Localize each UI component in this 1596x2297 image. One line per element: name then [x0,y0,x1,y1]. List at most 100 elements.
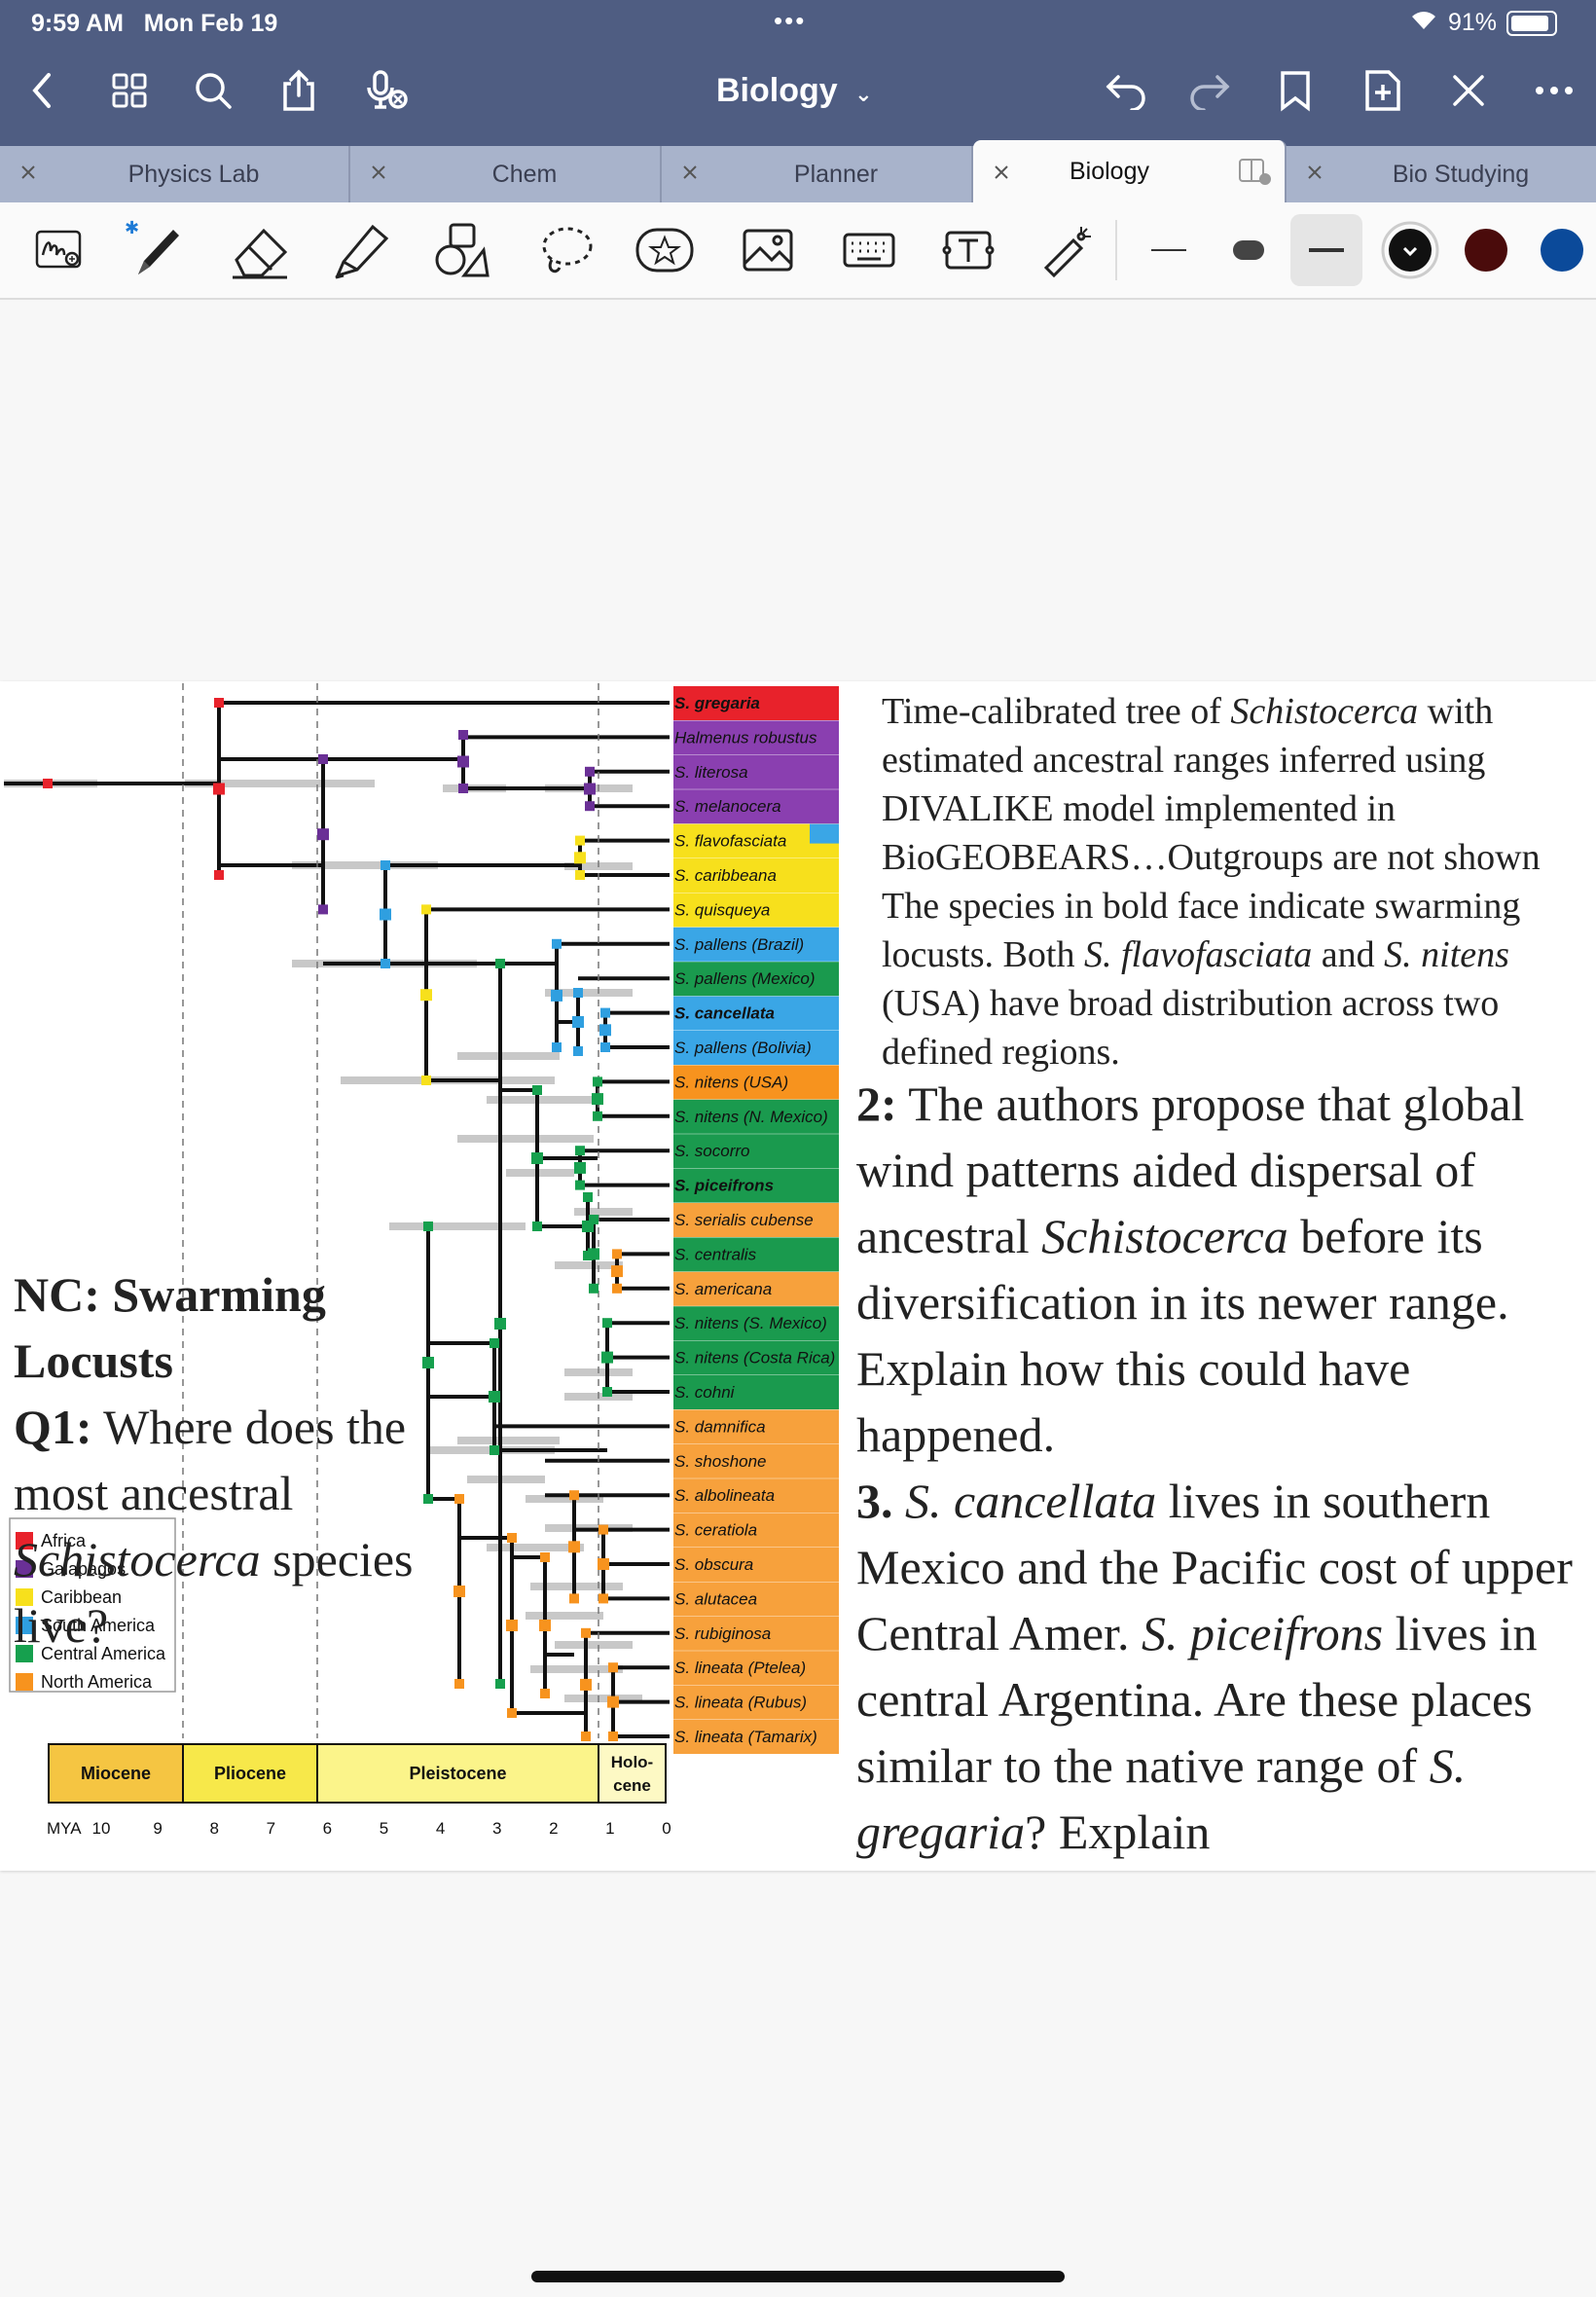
lasso-icon[interactable] [533,220,598,280]
node-marker [589,1283,598,1294]
caption-italic-taxon: S. flavofasciata [1083,934,1313,975]
species-label: S. cancellata [674,1004,775,1023]
bookmark-icon[interactable] [1271,66,1320,115]
node-marker [573,1046,583,1056]
axis-unit-label: MYA [47,1819,82,1838]
tab-biology[interactable]: Biology [973,140,1287,202]
wifi-icon [1409,8,1438,38]
stroke-thick-icon[interactable] [1216,220,1281,280]
search-icon[interactable] [189,66,237,115]
species-range-box [673,1306,839,1341]
tab-planner[interactable]: Planner [662,146,973,202]
node-marker [581,1627,591,1638]
node-marker [573,988,583,998]
node-marker [575,1180,585,1190]
close-tab-icon[interactable] [991,162,1012,183]
stroke-thin-icon[interactable] [1137,220,1201,280]
shapes-icon[interactable] [430,220,494,280]
pen-icon[interactable]: ✱ [125,218,189,280]
tab-chem[interactable]: Chem [350,146,662,202]
grid-view-icon[interactable] [105,66,154,115]
color-blue[interactable] [1530,220,1594,280]
question-2-note: 2: The authors propose that global wind … [856,1071,1596,1468]
laser-pointer-icon[interactable] [1035,220,1100,280]
caption-text: (USA) have broad distribution across two… [882,983,1500,1073]
species-label: S. piceifrons [674,1177,774,1195]
species-label: S. pallens (Brazil) [674,935,804,954]
image-icon[interactable] [736,220,800,280]
tab-physics-lab[interactable]: Physics Lab [0,146,350,202]
question-label: 3. [856,1474,893,1528]
species-range-box [673,1203,839,1237]
epoch-label: Pliocene [214,1764,286,1783]
species-label: S. lineata (Tamarix) [674,1728,817,1746]
node-marker [602,1387,612,1397]
species-label: S. quisqueya [674,900,770,919]
node-marker [574,1161,586,1174]
species-range-box [673,1651,839,1686]
stroke-medium-selected-icon[interactable] [1290,214,1362,286]
axis-tick-label: 3 [492,1819,501,1838]
close-tab-icon[interactable] [1304,162,1325,183]
axis-tick-label: 9 [153,1819,162,1838]
question-1-note: NC: Swarming Locusts Q1: Where does the … [14,1261,422,1659]
node-marker [507,1533,517,1543]
node-marker [532,1085,542,1095]
add-page-icon[interactable] [1359,66,1407,115]
microphone-off-icon[interactable] [362,66,411,115]
species-label: S. lineata (Ptelea) [674,1659,806,1677]
caption-text: with estimated ancestral ranges inferred… [882,691,1541,975]
age-uncertainty-bar [564,1695,642,1702]
text-box-icon[interactable] [936,220,1000,280]
age-uncertainty-bar [530,1665,623,1673]
clock: 9:59 AM [31,10,124,37]
legend-swatch [16,1532,33,1550]
species-range-box [673,1065,839,1100]
back-icon[interactable] [18,66,66,115]
node-marker [552,1042,562,1052]
node-marker [607,1695,619,1708]
redo-icon[interactable] [1185,66,1234,115]
species-label: S. caribbeana [674,866,777,885]
split-view-icon[interactable] [1238,158,1271,185]
epoch-block [182,1743,318,1804]
tab-bio-studying[interactable]: Bio Studying [1287,146,1596,202]
undo-icon[interactable] [1102,66,1150,115]
node-marker [381,959,390,968]
node-marker [572,1016,584,1028]
question-label: Q1: [14,1400,92,1454]
color-black-selected[interactable] [1376,216,1444,284]
close-tab-icon[interactable] [368,162,389,183]
home-indicator[interactable] [531,2271,1065,2282]
italic-taxon: S. cancellata [892,1474,1157,1528]
species-range-box [673,1582,839,1617]
legend-swatch [16,1645,33,1662]
keyboard-icon[interactable] [837,220,901,280]
species-label: S. damnifica [674,1417,766,1436]
axis-tick-label: 4 [436,1819,445,1838]
multitasking-dots-icon[interactable]: ••• [774,6,807,35]
species-label: S. gregaria [674,694,760,712]
node-marker [495,959,505,968]
age-uncertainty-bar [530,1583,623,1590]
handwriting-to-text-icon[interactable] [27,220,91,280]
node-marker [423,1221,433,1231]
node-marker [490,1445,499,1455]
more-options-icon[interactable] [1530,66,1578,115]
close-tab-icon[interactable] [679,162,701,183]
close-editor-icon[interactable] [1444,66,1493,115]
highlighter-icon[interactable] [329,220,393,280]
document-title-dropdown[interactable]: Biology ⌄ [716,72,873,110]
node-marker [507,1708,517,1718]
node-marker [552,938,562,949]
sticker-icon[interactable] [633,220,697,280]
node-marker [317,828,329,841]
species-label: S. americana [674,1280,772,1298]
node-marker [531,1152,543,1164]
color-dark-red[interactable] [1454,220,1518,280]
node-marker [583,1192,593,1202]
age-uncertainty-bar [292,861,438,869]
eraser-icon[interactable] [228,220,292,280]
close-tab-icon[interactable] [18,162,39,183]
share-icon[interactable] [274,66,323,115]
